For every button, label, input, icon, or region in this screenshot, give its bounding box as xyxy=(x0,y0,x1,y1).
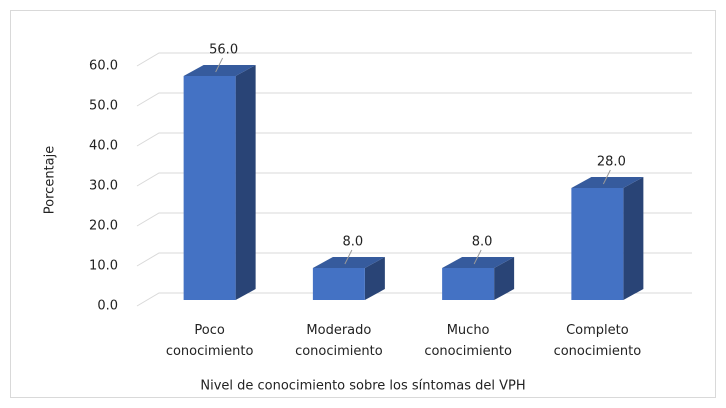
x-tick-label: Moderado conocimiento xyxy=(295,323,383,359)
bar-top xyxy=(442,257,515,268)
bar-side xyxy=(623,177,644,300)
x-tick-label-line: conocimiento xyxy=(295,344,383,359)
y-tick-label: 60.0 xyxy=(89,59,118,74)
x-tick-label-line: conocimiento xyxy=(166,344,254,359)
grid-line xyxy=(136,212,692,227)
bar xyxy=(442,257,515,300)
y-tick-label: 20.0 xyxy=(89,219,118,234)
bar-side xyxy=(494,257,515,300)
x-axis-label: Nivel de conocimiento sobre los síntomas… xyxy=(200,379,525,394)
grid-line xyxy=(136,252,692,267)
x-tick-label-line: conocimiento xyxy=(424,344,512,359)
bar-front xyxy=(571,188,624,300)
bar-top xyxy=(312,257,385,268)
bar xyxy=(183,65,256,300)
y-tick-label: 10.0 xyxy=(89,259,118,274)
y-tick-label: 40.0 xyxy=(89,139,118,154)
leader-line xyxy=(344,249,353,265)
value-label: 8.0 xyxy=(472,235,493,250)
y-tick-label: 50.0 xyxy=(89,99,118,114)
bar-side xyxy=(235,65,256,300)
y-axis-label: Porcentaje xyxy=(43,146,58,214)
bar xyxy=(571,177,644,300)
y-tick-label: 0.0 xyxy=(97,299,118,314)
leader-line xyxy=(473,249,482,265)
bar xyxy=(312,257,385,300)
grid-line xyxy=(136,132,692,147)
x-tick-label-line: Completo xyxy=(566,323,629,338)
y-tick-label: 30.0 xyxy=(89,179,118,194)
leader-line xyxy=(215,57,224,73)
bar-front xyxy=(312,268,365,300)
x-tick-label-line: Poco xyxy=(194,323,224,338)
x-tick-label-line: Mucho xyxy=(447,323,490,338)
value-label: 56.0 xyxy=(209,43,238,58)
grid-line xyxy=(136,172,692,187)
x-tick-label: Mucho conocimiento xyxy=(424,323,512,359)
bar-top xyxy=(183,65,256,76)
x-tick-label-line: Moderado xyxy=(306,323,371,338)
bar-side xyxy=(364,257,385,300)
value-label: 8.0 xyxy=(343,235,364,250)
grid-line xyxy=(136,292,692,307)
x-tick-label-line: conocimiento xyxy=(554,344,642,359)
x-tick-label: Completo conocimiento xyxy=(554,323,642,359)
leader-line xyxy=(602,169,611,185)
bar-top xyxy=(571,177,644,188)
grid-line xyxy=(136,52,692,67)
grid-line xyxy=(136,92,692,107)
x-tick-label: Poco conocimiento xyxy=(166,323,254,359)
value-label: 28.0 xyxy=(597,155,626,170)
bar-front xyxy=(183,76,236,300)
bar-front xyxy=(442,268,495,300)
